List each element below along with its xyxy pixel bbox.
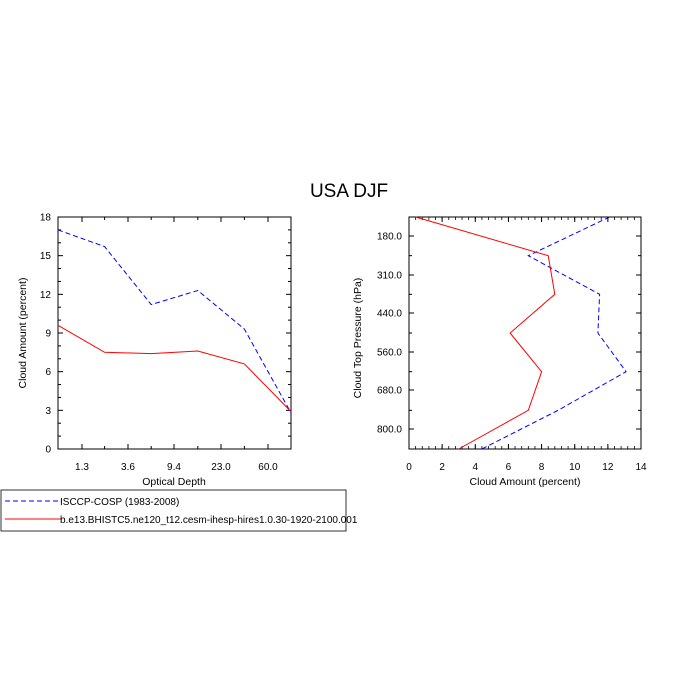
legend-label-model: b.e13.BHISTC5.ne120_t12.cesm-ihesp-hires… [60, 515, 358, 526]
left-x-tick-label: 3.6 [121, 462, 135, 473]
right-y-tick-label: 560.0 [377, 348, 402, 359]
left-y-tick-label: 3 [45, 406, 51, 417]
right-series-model-line [415, 216, 556, 450]
left-y-tick-label: 15 [40, 251, 52, 262]
right-x-tick-label: 0 [406, 462, 412, 473]
right-y-tick-label: 680.0 [377, 386, 402, 397]
left-y-tick-label: 9 [45, 329, 51, 340]
left-y-tick-label: 0 [45, 445, 51, 456]
left-y-axis-label: Cloud Amount (percent) [17, 278, 29, 389]
left-y-tick-label: 18 [40, 213, 52, 224]
left-x-tick-label: 23.0 [211, 462, 231, 473]
right-y-tick-label: 800.0 [377, 425, 402, 436]
legend-box [0, 489, 347, 532]
left-x-tick-label: 1.3 [75, 462, 89, 473]
right-x-tick-label: 10 [569, 462, 581, 473]
legend: ISCCP-COSP (1983-2008) b.e13.BHISTC5.ne1… [0, 489, 358, 532]
right-x-tick-label: 8 [539, 462, 545, 473]
right-x-axis-label: Cloud Amount (percent) [470, 476, 581, 488]
left-x-tick-label: 60.0 [258, 462, 278, 473]
right-series-isccp-line [481, 216, 627, 450]
right-x-tick-label: 2 [439, 462, 445, 473]
left-series-lines [57, 229, 292, 414]
right-x-tick-label: 6 [506, 462, 512, 473]
chart-cloud-top-pressure: 0 2 4 6 8 10 12 14 180.0 310.0 440.0 560.0 680.0 800.… [352, 216, 647, 488]
right-series-lines [415, 216, 627, 450]
left-plot-frame [57, 216, 292, 450]
right-axis-ticks: 0 2 4 6 8 10 12 14 180.0 310.0 440.0 560.0 680.0 800.… [377, 216, 647, 473]
right-y-tick-label: 440.0 [377, 309, 402, 320]
left-axis-ticks: 0 3 6 9 12 15 18 1.3 3.6 9.4 23.0 60.0 [40, 213, 292, 473]
legend-label-isccp: ISCCP-COSP (1983-2008) [60, 497, 179, 508]
left-x-tick-label: 9.4 [167, 462, 181, 473]
right-plot-frame [408, 216, 642, 450]
left-series-model-line [57, 324, 292, 412]
left-series-isccp-line [57, 229, 292, 414]
left-y-tick-label: 6 [45, 367, 51, 378]
figure-title: USA DJF [310, 181, 388, 202]
right-x-tick-label: 4 [473, 462, 479, 473]
left-x-axis-label: Optical Depth [142, 476, 206, 488]
left-y-tick-label: 12 [40, 290, 52, 301]
right-y-tick-label: 180.0 [377, 232, 402, 243]
right-y-axis-label: Cloud Top Pressure (hPa) [352, 278, 364, 399]
right-y-tick-label: 310.0 [377, 271, 402, 282]
chart-optical-depth: 0 3 6 9 12 15 18 1.3 3.6 9.4 23.0 60.0 Optical Dept… [17, 213, 292, 488]
right-x-tick-label: 12 [602, 462, 614, 473]
right-x-tick-label: 14 [635, 462, 647, 473]
